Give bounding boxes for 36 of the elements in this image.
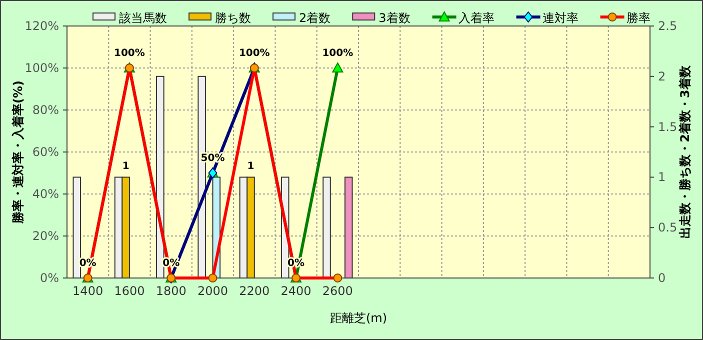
- data-label: 1: [247, 161, 254, 172]
- y2-tick-label: 0.5: [658, 220, 678, 235]
- x-tick-label: 1600: [114, 284, 145, 298]
- x-tick-label: 2400: [280, 284, 312, 298]
- y-tick-label: 40%: [32, 187, 59, 201]
- data-label: 100%: [322, 48, 354, 59]
- x-tick-label: 1400: [72, 284, 104, 298]
- y-tick-label: 120%: [24, 19, 59, 33]
- y2-tick-label: 2: [658, 69, 666, 84]
- legend-label: 該当馬数: [119, 11, 167, 25]
- data-label: 100%: [114, 48, 145, 59]
- legend-label: 入着率: [458, 11, 494, 25]
- y2-tick-label: 1.5: [658, 120, 678, 134]
- legend-label: 2着数: [299, 11, 331, 25]
- legend-label: 勝ち数: [215, 11, 251, 25]
- y2-axis-title: 出走数・勝ち数・2着数・3着数: [678, 64, 692, 238]
- legend-label: 勝率: [626, 11, 650, 25]
- y-tick-label: 0%: [40, 271, 59, 285]
- x-tick-label: 1800: [156, 284, 186, 298]
- y-tick-label: 20%: [32, 229, 59, 243]
- point: [332, 62, 344, 72]
- y2-tick-label: 2.5: [658, 19, 678, 33]
- x-tick-label: 2000: [197, 284, 228, 298]
- legend-label: 連対率: [542, 11, 578, 25]
- y2-tick-label: 1: [658, 170, 666, 184]
- y-tick-label: 80%: [32, 103, 59, 117]
- legend-label: 3着数: [378, 11, 410, 25]
- data-label: 100%: [238, 48, 270, 59]
- x-axis-title: 距離芝(m): [330, 311, 388, 325]
- y-axis-title: 勝率・連対率・入着率(%): [11, 80, 25, 224]
- y2-tick-label: 0: [658, 271, 666, 285]
- y-tick-label: 100%: [24, 61, 59, 75]
- x-tick-label: 2200: [239, 284, 270, 298]
- data-label: 1: [122, 161, 130, 172]
- y-tick-label: 60%: [32, 145, 59, 159]
- x-tick-label: 2600: [322, 284, 353, 298]
